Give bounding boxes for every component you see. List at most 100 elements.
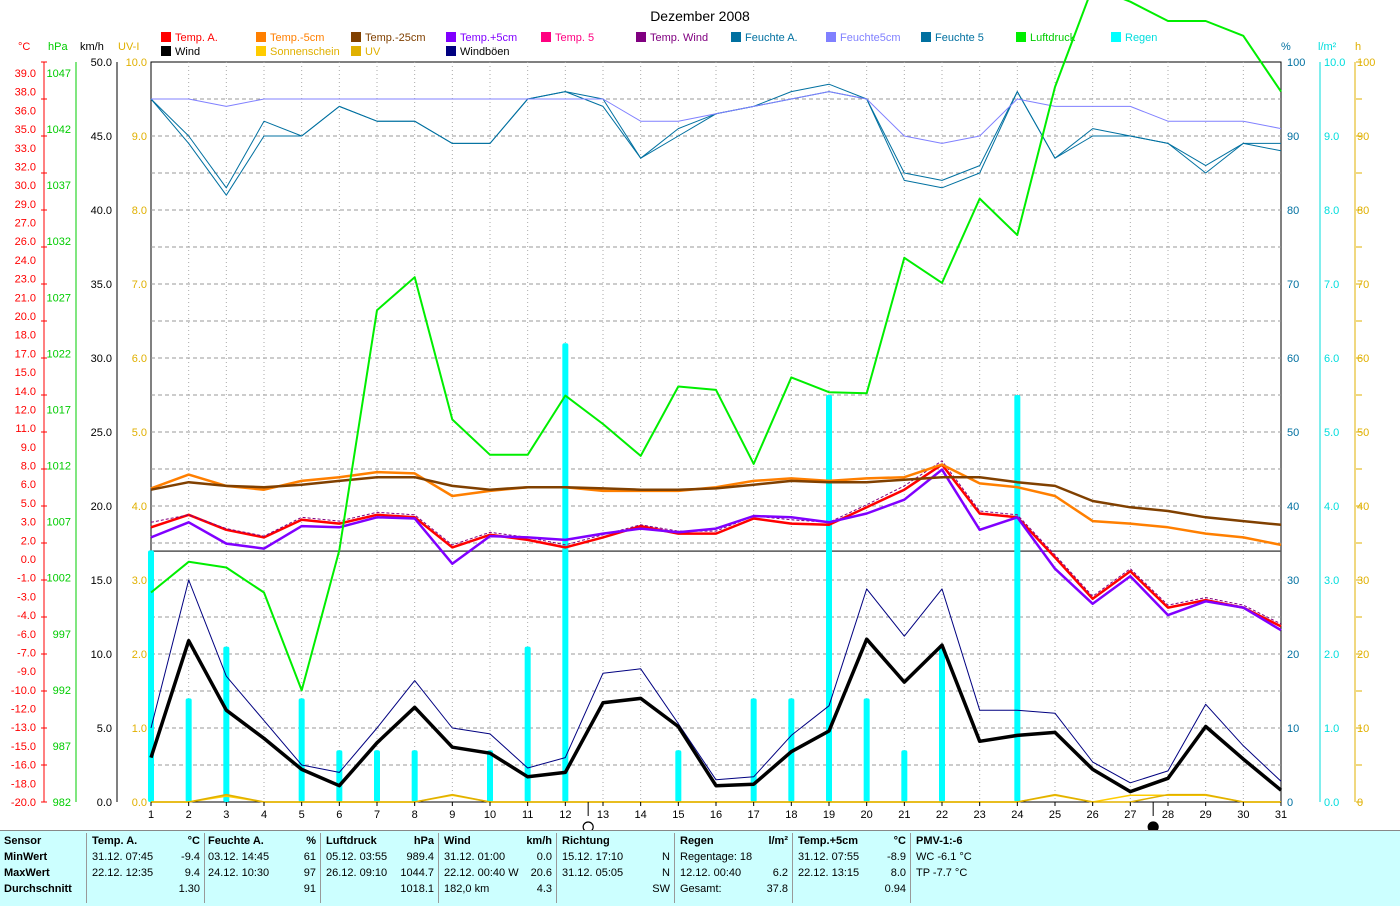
stats-temp-unit: °C: [187, 835, 200, 847]
legend-label: Feuchte 5: [935, 32, 984, 44]
humidity-tick-label: 20: [1287, 649, 1299, 661]
temp-tick-label: -15.0: [11, 741, 36, 753]
x-tick-label: 1: [148, 809, 154, 821]
stats-t5-avg: 0.94: [884, 883, 906, 895]
stats-dir-max-time: 31.12. 05:05: [562, 867, 624, 879]
stats-dir-min-time: 15.12. 17:10: [562, 851, 624, 863]
legend-label: Windböen: [460, 46, 510, 58]
legend-label: Feuchte A.: [745, 32, 798, 44]
stats-avg-label: Durchschnitt: [4, 883, 72, 895]
uv-tick-label: 2.0: [132, 649, 147, 661]
stats-wind-max-time: 22.12. 00:40 W: [444, 867, 519, 879]
legend-swatch: [921, 32, 931, 42]
wind-tick-label: 25.0: [91, 427, 112, 439]
humidity-tick-label: 10: [1287, 723, 1299, 735]
humidity-tick-label: 80: [1287, 205, 1299, 217]
temp-tick-label: -13.0: [11, 722, 36, 734]
rain-bar: [374, 750, 380, 802]
x-tick-label: 15: [672, 809, 684, 821]
x-tick-label: 17: [748, 809, 760, 821]
weather-chart: Dezember 2008 °C hPa km/h UV-I % l/m² h …: [11, 0, 1375, 830]
stats-t5-min-time: 31.12. 07:55: [798, 851, 860, 863]
wind-tick-label: 40.0: [91, 205, 112, 217]
x-tick-label: 20: [861, 809, 873, 821]
rain-bar: [863, 698, 870, 802]
stats-press-max: 1044.7: [400, 867, 434, 879]
temp-tick-label: -4.0: [17, 610, 36, 622]
wind-tick-label: 45.0: [91, 131, 112, 143]
stats-t5-max: 8.0: [890, 867, 906, 879]
series-temp-25cm: [150, 475, 1282, 527]
temp-tick-label: 18.0: [15, 330, 36, 342]
x-tick-label: 5: [299, 809, 305, 821]
sun-tick-label: 60: [1357, 353, 1369, 365]
legend-swatch: [1016, 32, 1026, 42]
stats-rain-total-label: Gesamt:: [680, 883, 722, 895]
pressure-tick-label: 1022: [47, 348, 71, 360]
rain-tick-label: 6.0: [1324, 353, 1339, 365]
humidity-tick-label: 0: [1287, 797, 1293, 809]
legend-swatch: [256, 32, 266, 42]
rain-tick-label: 9.0: [1324, 131, 1339, 143]
temp-tick-label: 8.0: [21, 461, 36, 473]
stats-max-label: MaxWert: [4, 867, 50, 879]
temp-tick-label: -10.0: [11, 685, 36, 697]
x-axis-labels: 1 2 3 4 5 6 7 8 9 10 11 12 13 14 15 16 17 18 19 20 21 22 23 24 2…: [148, 802, 1287, 830]
stats-wind-avg: 4.3: [536, 883, 552, 895]
sun-tick-label: 10: [1357, 723, 1369, 735]
sun-tick-label: 40: [1357, 501, 1369, 513]
rain-tick-label: 3.0: [1324, 575, 1339, 587]
uv-tick-label: 3.0: [132, 575, 147, 587]
rain-bar: [185, 698, 192, 802]
pressure-tick-label: 1027: [47, 292, 71, 304]
chart-grid: [150, 61, 1282, 803]
stats-temp-max-time: 22.12. 12:35: [92, 867, 154, 879]
legend-swatch: [351, 46, 361, 56]
x-tick-label: 6: [336, 809, 342, 821]
legend-label: Wind: [175, 46, 200, 58]
uv-tick-label: 10.0: [126, 57, 147, 69]
stats-press-unit: hPa: [413, 835, 434, 847]
stats-min-label: MinWert: [4, 851, 48, 863]
rain-bar: [223, 646, 230, 802]
temp-tick-label: 29.0: [15, 199, 36, 211]
temp-tick-label: 17.0: [15, 348, 36, 360]
stats-rain-max: 6.2: [772, 867, 788, 879]
x-tick-label: 8: [412, 809, 418, 821]
chart-legend: Temp. A. Temp.-5cm Temp.-25cm Temp.+5cm Temp…: [161, 32, 1157, 58]
x-tick-label: 19: [823, 809, 835, 821]
pressure-tick-label: 997: [53, 629, 71, 641]
legend-swatch: [161, 46, 171, 56]
x-tick-label: 31: [1275, 809, 1287, 821]
wind-tick-label: 0.0: [97, 797, 112, 809]
pressure-tick-label: 987: [53, 741, 71, 753]
rain-bar: [411, 750, 418, 802]
temp-tick-label: 23.0: [15, 274, 36, 286]
pressure-tick-label: 982: [53, 797, 71, 809]
pressure-tick-label: 992: [53, 685, 71, 697]
pressure-tick-label: 1017: [47, 404, 71, 416]
legend-swatch: [161, 32, 171, 42]
stats-press-head: Luftdruck: [326, 835, 377, 847]
series-temp-wind: [150, 460, 1282, 625]
stats-pmv-wc: WC -6.1 °C: [916, 851, 972, 863]
stats-temp-max: 9.4: [184, 867, 200, 879]
x-tick-label: 13: [597, 809, 609, 821]
temp-tick-label: -12.0: [11, 704, 36, 716]
uv-tick-label: 6.0: [132, 353, 147, 365]
stats-hum-max: 97: [303, 867, 316, 879]
sun-tick-label: 50: [1357, 427, 1369, 439]
humidity-tick-label: 60: [1287, 353, 1299, 365]
humidity-tick-label: 70: [1287, 279, 1299, 291]
stats-press-max-time: 26.12. 09:10: [326, 867, 388, 879]
stats-pressure-col: Luftdruck hPa 05.12. 03:55 989.4 26.12. 09…: [326, 833, 439, 903]
legend-swatch: [1111, 32, 1121, 42]
wind-tick-label: 50.0: [91, 57, 112, 69]
wind-tick-label: 30.0: [91, 353, 112, 365]
legend-swatch: [636, 32, 646, 42]
stats-sensor-head: Sensor: [4, 835, 42, 847]
humidity-tick-label: 90: [1287, 131, 1299, 143]
legend-label: UV: [365, 46, 381, 58]
pressure-tick-label: 1032: [47, 236, 71, 248]
stats-humidity-col: Feuchte A.% 03.12. 14:45 61 24.12. 10:30 9…: [208, 833, 321, 903]
